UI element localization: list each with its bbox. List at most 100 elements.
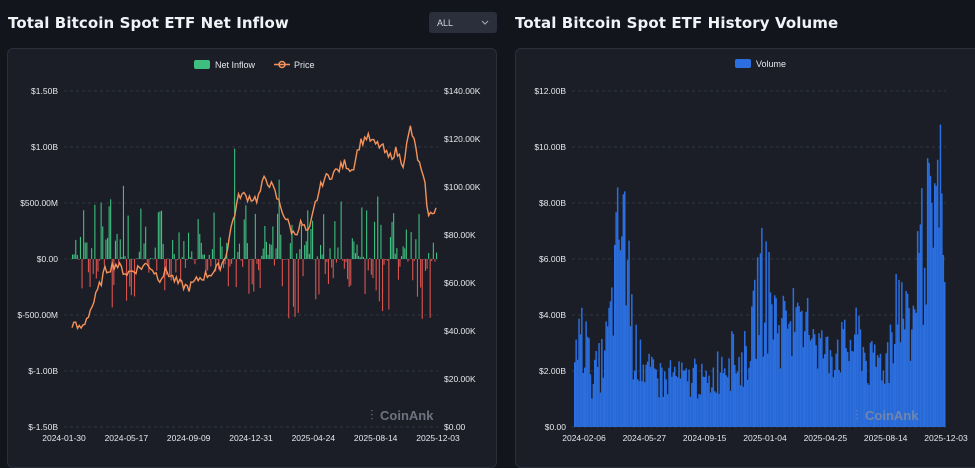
net-inflow-bar <box>253 259 255 292</box>
net-inflow-bar <box>332 259 334 279</box>
net-inflow-bar <box>161 210 163 259</box>
net-inflow-bar <box>356 244 358 259</box>
net-inflow-bar <box>122 185 124 259</box>
volume-bar <box>699 394 702 427</box>
legend-price-marker <box>278 60 286 69</box>
volume-bar <box>688 369 690 427</box>
net-inflow-bar <box>118 259 120 265</box>
volume-bar <box>771 304 773 427</box>
net-inflow-bar <box>337 247 339 259</box>
volume-bar <box>642 364 645 427</box>
net-inflow-bar <box>418 214 420 259</box>
x-tick-label: 2024-09-09 <box>167 433 211 443</box>
net-inflow-bar <box>234 148 236 259</box>
net-inflow-bar <box>383 259 385 265</box>
time-range-value: ALL <box>437 17 454 28</box>
net-inflow-bar <box>145 226 147 259</box>
net-inflow-bar <box>304 245 306 259</box>
net-inflow-bar <box>124 255 126 259</box>
net-inflow-bar <box>389 237 391 259</box>
y-right-tick-label: $120.00K <box>444 134 481 144</box>
volume-bar <box>916 231 919 427</box>
volume-bar <box>772 339 775 427</box>
volume-bar <box>589 374 592 427</box>
net-inflow-bar <box>307 210 309 259</box>
net-inflow-bar <box>348 259 350 287</box>
net-inflow-bar <box>327 259 329 284</box>
net-inflow-bar <box>78 259 80 260</box>
net-inflow-bar <box>391 221 393 259</box>
volume-bar <box>628 240 630 427</box>
volume-bar <box>935 185 937 427</box>
x-tick-label: 2024-05-27 <box>623 433 667 443</box>
volume-bar <box>789 321 792 427</box>
volume-bar <box>606 326 609 427</box>
net-inflow-bar <box>329 248 331 259</box>
legend-volume-swatch <box>735 59 751 68</box>
volume-chart: Volume $12.00B $10.00B $8.00B $6.00B $4.00B $2… <box>534 59 968 443</box>
volume-bar <box>841 322 843 427</box>
volume-bar <box>809 340 812 427</box>
volume-bar <box>942 255 945 427</box>
volume-bar <box>922 324 925 427</box>
volume-bar <box>748 367 750 427</box>
net-inflow-bar <box>407 259 409 262</box>
volume-bar <box>626 260 629 427</box>
volume-bar <box>868 384 870 427</box>
net-inflow-bar <box>315 259 317 300</box>
net-inflow-bar <box>183 241 185 259</box>
volume-bar <box>936 159 939 428</box>
net-inflow-bar <box>434 259 436 262</box>
volume-bar <box>649 366 652 427</box>
volume-bar <box>919 224 922 427</box>
net-inflow-bar <box>141 259 143 260</box>
volume-bar <box>755 358 757 427</box>
y-right-tick-label: $60.00K <box>444 278 476 288</box>
volume-bar <box>621 236 623 427</box>
volume-bar <box>766 353 769 427</box>
net-inflow-bar <box>426 259 428 269</box>
net-inflow-bar <box>238 243 240 259</box>
volume-bar <box>814 334 816 427</box>
volume-bar <box>698 393 700 427</box>
net-inflow-bar <box>312 220 314 259</box>
time-range-select[interactable]: ALL <box>429 12 497 33</box>
volume-bar <box>901 282 903 427</box>
net-inflow-bar <box>199 233 201 259</box>
volume-bar <box>816 368 819 427</box>
volume-bar <box>724 368 726 427</box>
net-inflow-bar <box>215 259 217 272</box>
net-inflow-bar <box>310 229 312 259</box>
net-inflow-bar <box>216 259 218 260</box>
net-inflow-bar <box>173 254 175 259</box>
volume-bar <box>735 373 737 427</box>
net-inflow-bar <box>281 259 283 287</box>
volume-bar <box>738 356 740 427</box>
volume-bar <box>801 310 803 427</box>
x-tick-label: 2025-12-03 <box>924 433 968 443</box>
net-inflow-bar <box>165 259 167 275</box>
net-inflow-bar <box>192 258 194 260</box>
net-inflow-bar <box>396 248 398 259</box>
volume-bar <box>759 253 762 427</box>
net-inflow-bar <box>377 196 379 259</box>
net-inflow-bar <box>378 259 380 302</box>
net-inflow-bar <box>110 199 112 259</box>
volume-bar <box>876 355 879 427</box>
net-inflow-bar <box>211 249 213 259</box>
net-inflow-bar <box>94 204 96 259</box>
volume-bar <box>905 291 907 427</box>
net-inflow-bar <box>194 259 196 265</box>
net-inflow-bar <box>243 219 245 259</box>
volume-bar <box>584 367 586 427</box>
net-inflow-bar <box>181 257 183 259</box>
net-inflow-bar <box>272 226 274 259</box>
volume-bar <box>934 183 936 427</box>
net-inflow-bar <box>404 248 406 259</box>
volume-bar <box>764 322 766 427</box>
volume-bar <box>739 385 742 427</box>
volume-bar <box>788 323 790 427</box>
net-inflow-bar <box>353 241 355 259</box>
net-inflow-bar <box>175 259 177 273</box>
net-inflow-bar <box>265 241 267 259</box>
